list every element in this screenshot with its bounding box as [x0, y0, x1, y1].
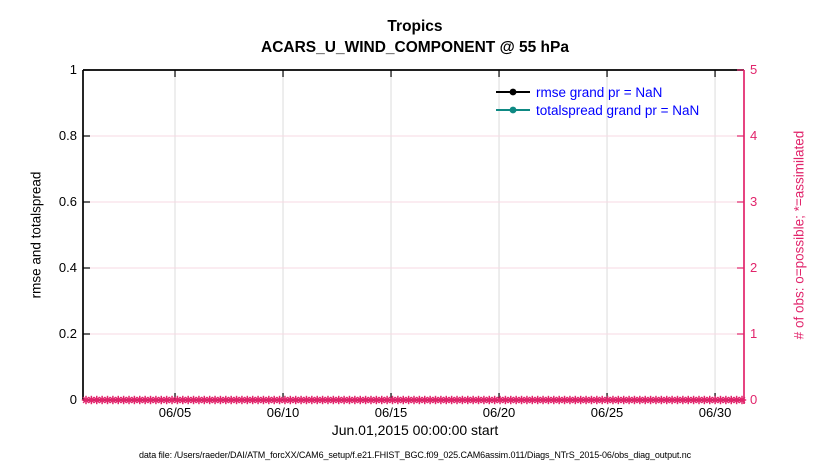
right-axis-tick-label: 5 — [750, 62, 758, 77]
left-axis-tick-label: 0.2 — [58, 326, 77, 341]
right-axis-label: # of obs: o=possible; *=assimilated — [791, 130, 807, 340]
legend-label-totalspread: totalspread grand pr = NaN — [536, 102, 700, 118]
left-axis-label: rmse and totalspread — [28, 171, 44, 299]
left-axis-tick-label: 0.4 — [58, 260, 77, 275]
x-axis-label: Jun.01,2015 00:00:00 start — [331, 422, 499, 438]
legend-entry-rmse: rmse grand pr = NaN — [496, 83, 699, 101]
right-axis-tick-label: 1 — [750, 326, 758, 341]
left-axis-tick-label: 1 — [69, 62, 77, 77]
x-axis-tick-label: 06/10 — [266, 405, 300, 420]
x-axis-tick-label: 06/25 — [590, 405, 624, 420]
left-axis-tick-label: 0.8 — [58, 128, 77, 143]
legend: rmse grand pr = NaN totalspread grand pr… — [496, 83, 699, 119]
rmse-line-marker-icon — [496, 88, 530, 96]
x-axis-tick-label: 06/05 — [158, 405, 192, 420]
x-axis-tick-label: 06/15 — [374, 405, 408, 420]
legend-entry-totalspread: totalspread grand pr = NaN — [496, 101, 699, 119]
right-axis-tick-label: 4 — [750, 128, 758, 143]
right-axis-tick-label: 0 — [750, 392, 758, 407]
left-axis-tick-label: 0.6 — [58, 194, 77, 209]
totalspread-line-marker-icon — [496, 106, 530, 114]
right-axis-tick-label: 3 — [750, 194, 758, 209]
x-axis-tick-label: 06/20 — [482, 405, 516, 420]
right-axis-tick-label: 2 — [750, 260, 758, 275]
chart-title: Tropics — [387, 18, 443, 35]
legend-label-rmse: rmse grand pr = NaN — [536, 84, 663, 100]
left-axis-tick-label: 0 — [69, 392, 77, 407]
data-file-path: data file: /Users/raeder/DAI/ATM_forcXX/… — [138, 450, 691, 460]
chart-subtitle: ACARS_U_WIND_COMPONENT @ 55 hPa — [261, 39, 569, 56]
x-axis-tick-label: 06/30 — [698, 405, 732, 420]
